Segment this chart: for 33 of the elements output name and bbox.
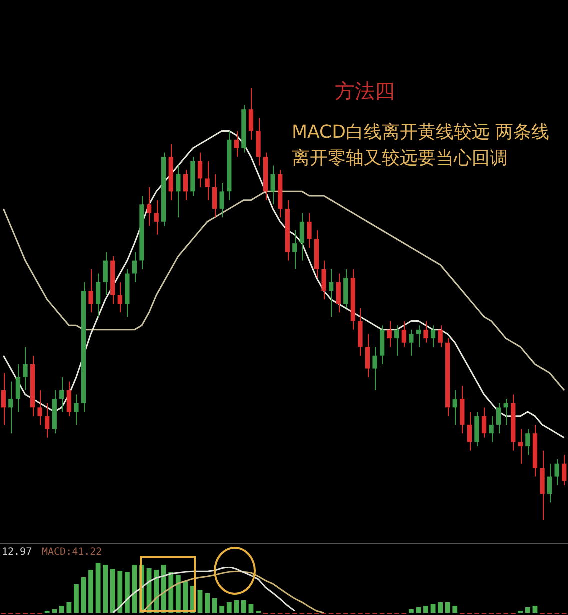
bar bbox=[103, 565, 108, 613]
annotation: 方法四 bbox=[335, 79, 395, 103]
bar bbox=[96, 563, 101, 613]
annotation: MACD白线离开黄线较远 两条线离开零轴又较远要当心回调 bbox=[292, 122, 550, 169]
bar bbox=[220, 606, 225, 613]
bar bbox=[416, 608, 422, 613]
text: MACD:41.22 bbox=[42, 547, 102, 558]
bar bbox=[198, 590, 203, 613]
text: 12.97 bbox=[2, 547, 32, 558]
bar bbox=[525, 608, 530, 613]
bar bbox=[234, 600, 240, 613]
bar bbox=[226, 602, 232, 613]
bar bbox=[81, 578, 86, 613]
bar bbox=[248, 604, 254, 613]
bar bbox=[241, 600, 246, 613]
bar bbox=[74, 584, 79, 613]
bar bbox=[212, 598, 218, 613]
bar bbox=[66, 602, 72, 613]
bar bbox=[452, 606, 458, 613]
bar bbox=[88, 570, 94, 613]
bar bbox=[176, 576, 181, 613]
bar bbox=[424, 606, 428, 613]
bar bbox=[59, 606, 64, 613]
bar bbox=[430, 604, 436, 613]
bar bbox=[110, 569, 116, 613]
bar bbox=[438, 602, 444, 613]
bar bbox=[118, 571, 123, 613]
bar bbox=[445, 602, 450, 613]
bar bbox=[205, 594, 210, 613]
bar bbox=[532, 606, 538, 613]
bar bbox=[52, 610, 58, 613]
bar bbox=[408, 610, 414, 613]
bar bbox=[124, 572, 130, 613]
